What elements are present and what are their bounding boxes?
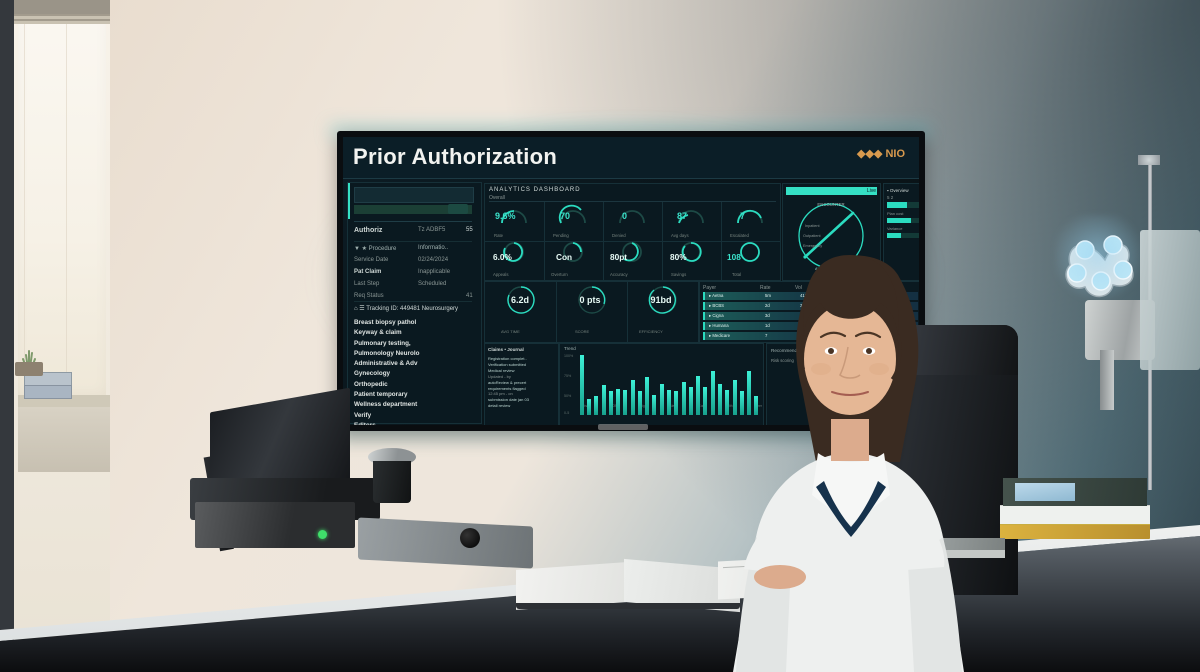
svg-text:ENCOUNTER: ENCOUNTER	[817, 202, 844, 207]
svg-text:Inpatient: Inpatient	[805, 224, 821, 228]
